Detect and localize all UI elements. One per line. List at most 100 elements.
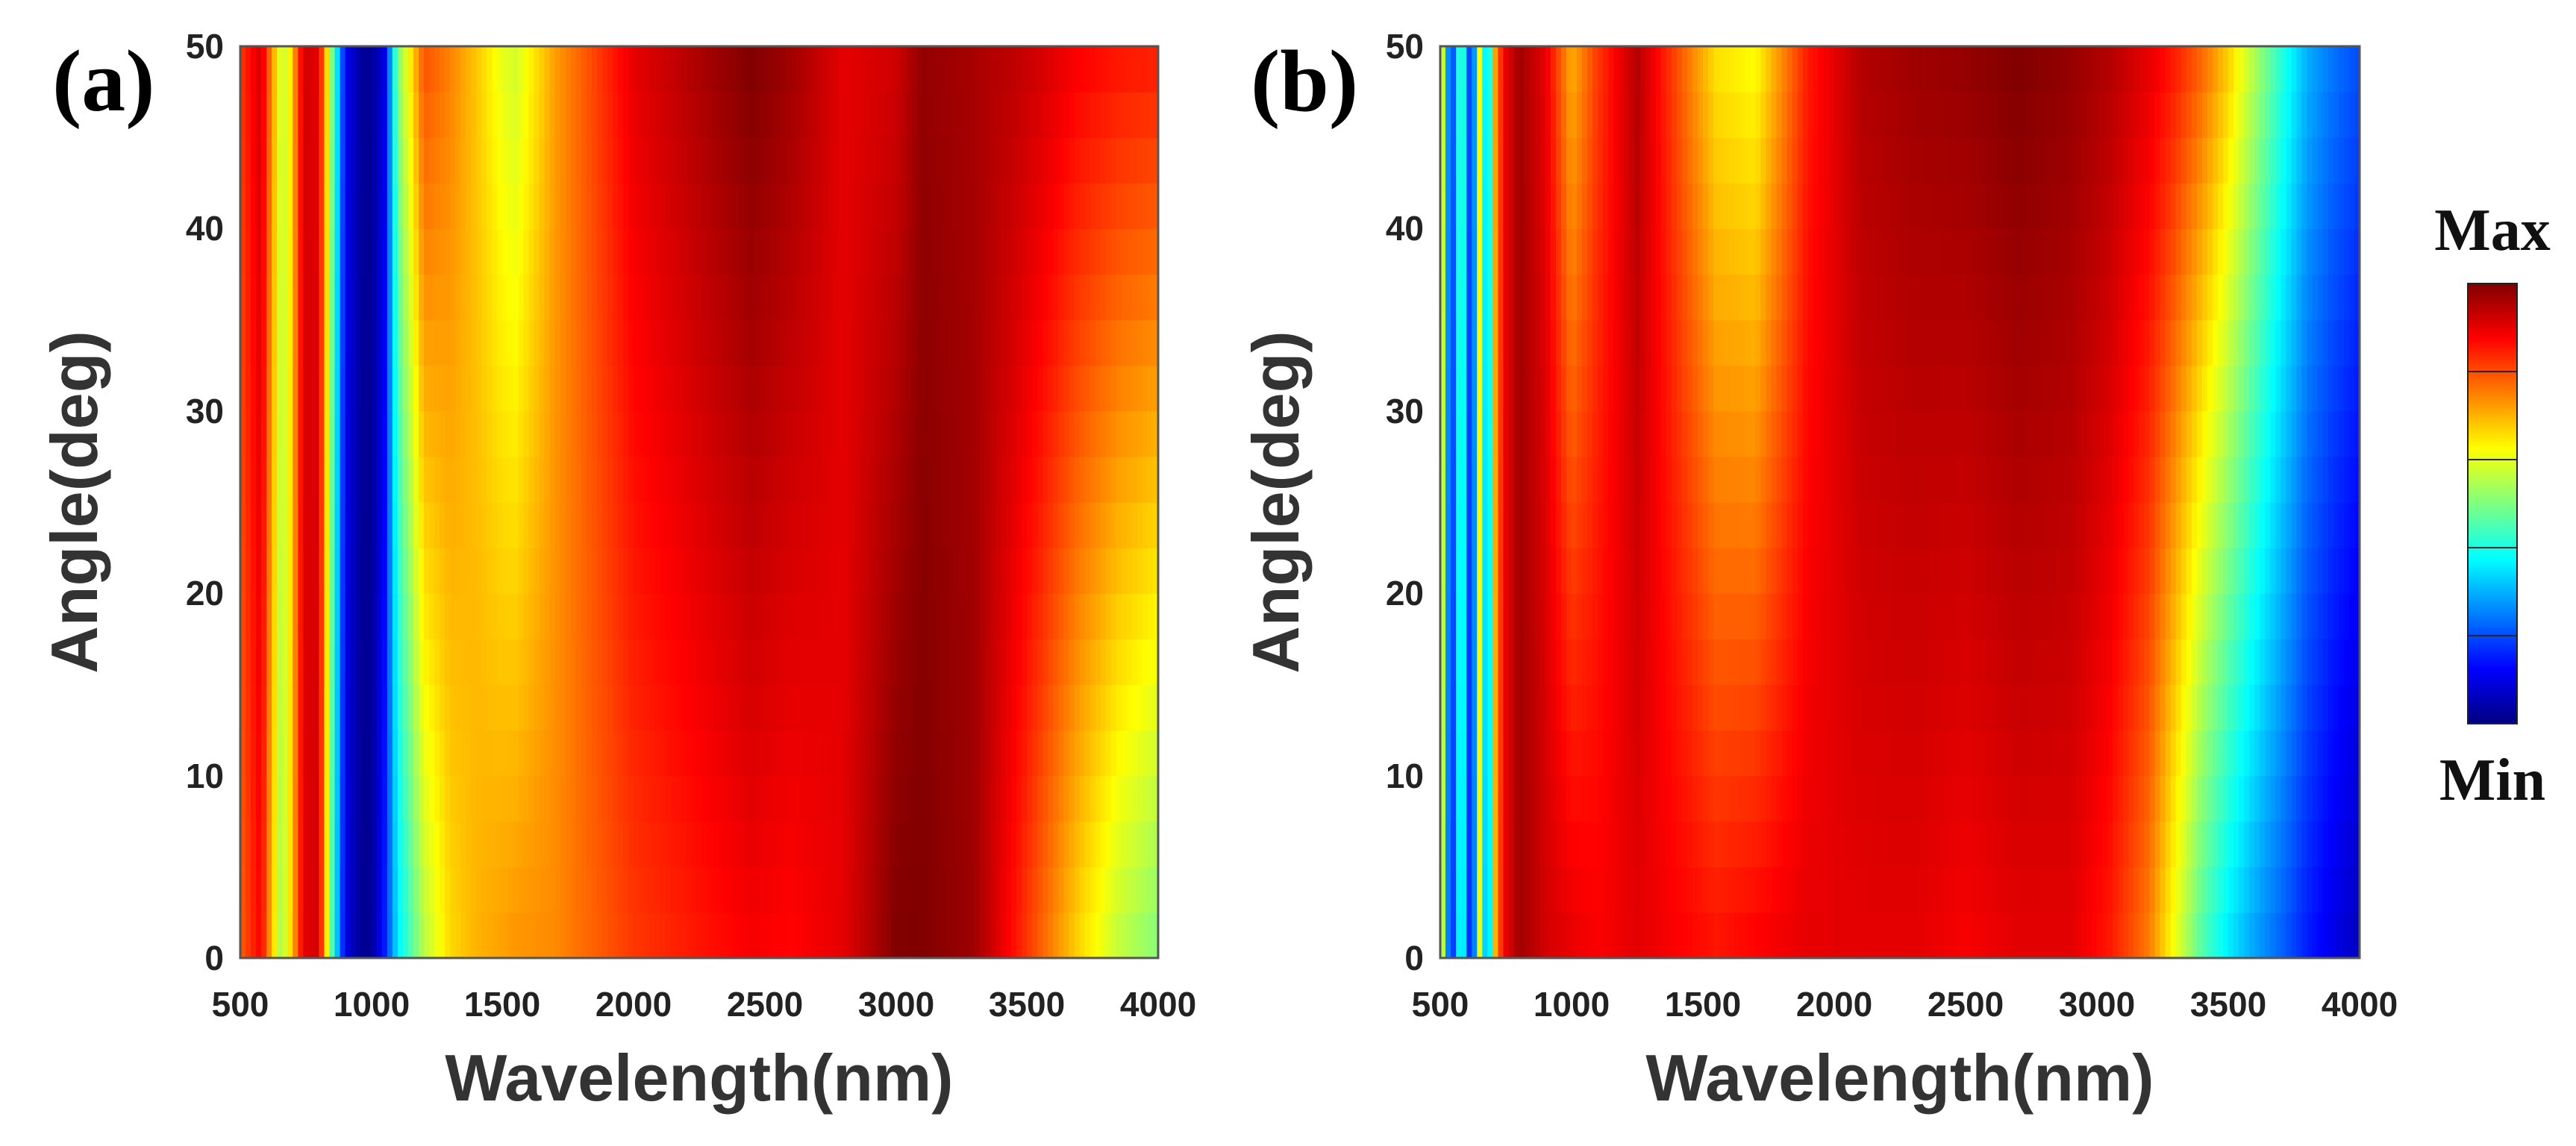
heatmap-cell [628, 410, 634, 457]
heatmap-cell [775, 730, 781, 777]
heatmap-cell [240, 684, 246, 731]
heatmap-cell [985, 821, 991, 868]
heatmap-cell [722, 274, 729, 321]
heatmap-cell [2180, 821, 2187, 868]
heatmap-cell [381, 319, 388, 366]
heatmap-cell [1466, 866, 1472, 913]
heatmap-cell [272, 456, 278, 503]
heatmap-cell [407, 593, 414, 639]
heatmap-cell [1090, 639, 1096, 686]
heatmap-cell [1603, 912, 1609, 959]
heatmap-cell [906, 912, 913, 959]
heatmap-cell [366, 639, 372, 686]
heatmap-cell [1100, 365, 1107, 412]
heatmap-cell [691, 410, 698, 457]
heatmap-cell [1802, 730, 1809, 777]
heatmap-cell [324, 228, 331, 275]
heatmap-cell [240, 228, 246, 275]
heatmap-cell [801, 502, 807, 548]
heatmap-cell [2060, 593, 2066, 639]
heatmap-cell [885, 228, 892, 275]
heatmap-cell [665, 137, 672, 184]
heatmap-cell [601, 410, 608, 457]
heatmap-cell [958, 137, 965, 184]
heatmap-cell [1708, 639, 1714, 686]
heatmap-cell [1027, 593, 1034, 639]
heatmap-cell [1524, 593, 1531, 639]
heatmap-cell [1100, 593, 1107, 639]
heatmap-cell [1105, 456, 1112, 503]
heatmap-cell [581, 92, 587, 138]
heatmap-cell [329, 92, 336, 138]
heatmap-cell [497, 684, 504, 731]
heatmap-cell [2018, 730, 2025, 777]
heatmap-cell [628, 593, 634, 639]
heatmap-cell [1006, 912, 1012, 959]
heatmap-cell [334, 92, 341, 138]
heatmap-cell [675, 46, 682, 93]
heatmap-cell [764, 319, 771, 366]
heatmap-cell [722, 456, 729, 503]
heatmap-cell [1813, 866, 1819, 913]
heatmap-cell [1152, 593, 1159, 639]
heatmap-cell [1011, 456, 1017, 503]
heatmap-cell [812, 228, 818, 275]
heatmap-cell [1954, 593, 1961, 639]
heatmap-cell [287, 456, 293, 503]
heatmap-cell [769, 502, 776, 548]
heatmap-cell [350, 137, 357, 184]
heatmap-cell [628, 183, 634, 230]
heatmap-cell [1519, 730, 1525, 777]
heatmap-cell [1608, 639, 1615, 686]
heatmap-cell [407, 183, 414, 230]
heatmap-cell [251, 684, 257, 731]
heatmap-cell [1126, 866, 1133, 913]
heatmap-cell [1042, 183, 1049, 230]
heatmap-cell [287, 137, 293, 184]
heatmap-cell [586, 46, 593, 93]
heatmap-cell [875, 866, 881, 913]
heatmap-cell [596, 137, 603, 184]
heatmap-cell [450, 92, 456, 138]
heatmap-cell [1477, 730, 1484, 777]
heatmap-cell [1886, 593, 1893, 639]
heatmap-cell [665, 365, 672, 412]
heatmap-cell [1944, 639, 1951, 686]
heatmap-cell [722, 92, 729, 138]
heatmap-cell [738, 502, 745, 548]
heatmap-cell [1090, 365, 1096, 412]
heatmap-cell [942, 684, 949, 731]
heatmap-cell [880, 684, 887, 731]
heatmap-cell [728, 775, 734, 822]
heatmap-cell [2265, 866, 2272, 913]
heatmap-cell [1529, 639, 1536, 686]
heatmap-cell [570, 502, 577, 548]
heatmap-cell [371, 365, 378, 412]
heatmap-cell [544, 92, 551, 138]
heatmap-cell [1058, 46, 1065, 93]
heatmap-cell [2354, 821, 2360, 868]
heatmap-cell [1110, 46, 1117, 93]
heatmap-cell [791, 274, 797, 321]
heatmap-cell [1703, 593, 1709, 639]
heatmap-cell [854, 912, 860, 959]
heatmap-cell [534, 92, 540, 138]
heatmap-cell [1027, 821, 1034, 868]
heatmap-cell [623, 274, 629, 321]
heatmap-cell [1508, 821, 1515, 868]
heatmap-cell [407, 92, 414, 138]
heatmap-cell [1560, 593, 1567, 639]
heatmap-cell [995, 92, 1001, 138]
heatmap-cell [376, 912, 383, 959]
heatmap-cell [712, 46, 719, 93]
heatmap-cell [791, 137, 797, 184]
heatmap-cell [455, 92, 461, 138]
heatmap-cell [644, 730, 650, 777]
heatmap-cell [2165, 730, 2172, 777]
heatmap-cell [1713, 775, 1719, 822]
heatmap-cell [2275, 684, 2282, 731]
heatmap-cell [838, 319, 844, 366]
heatmap-cell [1923, 775, 1930, 822]
heatmap-cell [2007, 821, 2014, 868]
heatmap-cell [848, 46, 855, 93]
